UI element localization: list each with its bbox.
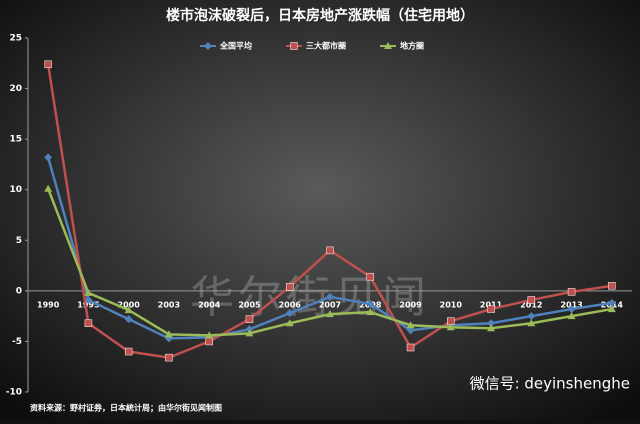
- marker: [607, 305, 616, 313]
- x-tick-label: 2000: [118, 300, 141, 309]
- y-tick-label: -5: [12, 337, 22, 347]
- wechat-id: 微信号: deyinshenghe: [470, 375, 630, 393]
- marker: [527, 319, 536, 327]
- marker: [366, 300, 375, 309]
- x-tick-label: 2009: [399, 300, 422, 309]
- marker: [44, 153, 53, 162]
- marker: [326, 292, 334, 301]
- legend-marker: [384, 42, 392, 49]
- source-note: 资料来源：野村证券，日本統计局；由华尔街见闻制图: [30, 403, 222, 414]
- x-tick-label: 2006: [279, 300, 302, 309]
- marker: [285, 319, 294, 327]
- marker: [124, 306, 133, 314]
- marker: [84, 288, 93, 296]
- marker: [44, 184, 53, 192]
- marker: [366, 272, 375, 281]
- marker: [164, 330, 173, 338]
- marker: [567, 288, 576, 296]
- marker: [567, 305, 576, 314]
- marker: [124, 347, 133, 356]
- y-tick-label: 20: [9, 84, 22, 94]
- x-tick-label: 1995: [77, 300, 100, 309]
- watermark: 华尔街见闻: [190, 272, 430, 323]
- x-tick-label: 2010: [440, 300, 463, 309]
- marker: [84, 319, 93, 327]
- marker: [205, 331, 214, 339]
- marker: [527, 296, 536, 304]
- x-tick-label: 2012: [520, 300, 542, 309]
- marker: [245, 329, 254, 337]
- marker: [406, 343, 415, 352]
- y-tick-label: -10: [6, 388, 22, 398]
- x-tick-label: 2007: [319, 300, 341, 309]
- marker: [124, 315, 133, 324]
- y-tick-label: 15: [9, 135, 22, 145]
- marker: [487, 319, 496, 328]
- legend-label: 地方圈: [400, 41, 424, 51]
- marker: [406, 326, 415, 335]
- marker: [285, 283, 294, 291]
- marker: [527, 312, 536, 321]
- marker: [44, 60, 52, 69]
- marker: [205, 337, 213, 346]
- marker: [245, 325, 254, 334]
- x-tick-label: 2003: [158, 300, 180, 309]
- x-tick-label: 2013: [560, 300, 582, 309]
- legend-label: 三大都市圈: [306, 41, 346, 51]
- y-tick-label: 0: [16, 286, 22, 296]
- legend-marker: [290, 42, 298, 50]
- marker: [165, 353, 173, 362]
- marker: [567, 312, 576, 320]
- marker: [608, 282, 616, 290]
- marker: [84, 295, 93, 304]
- marker: [326, 246, 334, 255]
- marker: [446, 323, 455, 331]
- marker: [285, 309, 294, 318]
- marker: [607, 298, 616, 307]
- chart-title: 楼市泡沫破裂后，日本房地产涨跌幅（住宅用地）: [166, 7, 474, 24]
- marker: [245, 315, 254, 323]
- y-tick-label: 10: [9, 185, 22, 195]
- y-tick-label: 5: [16, 236, 22, 246]
- x-tick-label: 2005: [238, 300, 261, 309]
- x-tick-label: 2004: [198, 300, 221, 309]
- marker: [366, 308, 375, 316]
- y-tick-label: 25: [9, 34, 22, 44]
- marker: [487, 305, 495, 313]
- x-tick-label: 2011: [480, 300, 503, 309]
- legend-marker: [204, 42, 212, 50]
- marker: [406, 321, 415, 329]
- legend-label: 全国平均: [219, 41, 252, 51]
- marker: [326, 310, 334, 318]
- marker: [487, 324, 496, 332]
- x-tick-label: 1990: [37, 300, 60, 309]
